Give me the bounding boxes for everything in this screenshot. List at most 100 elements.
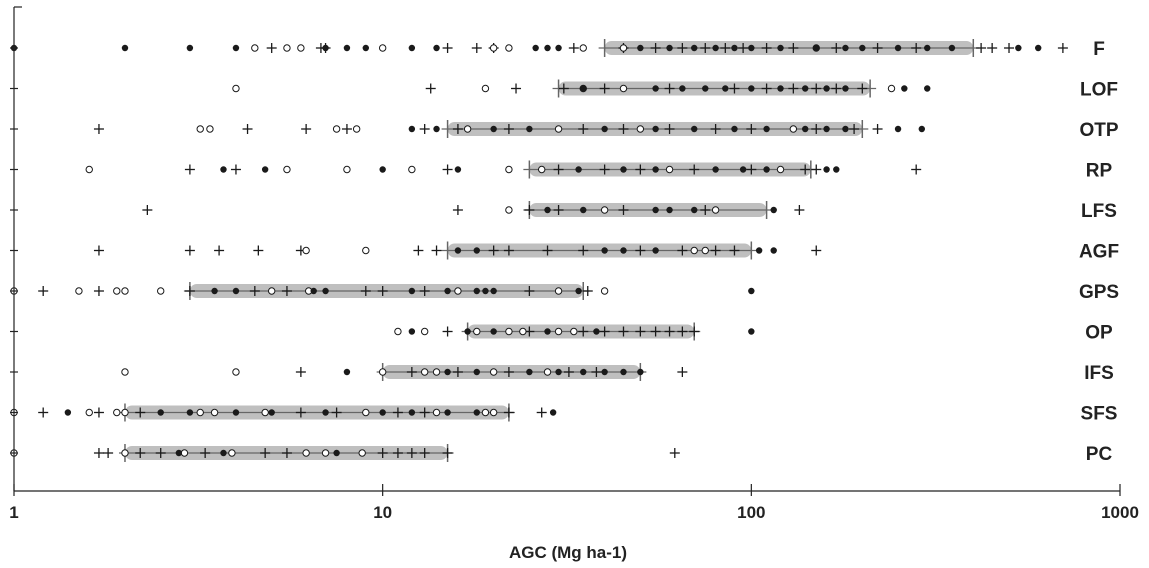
open-point (711, 206, 720, 214)
filled-point (211, 287, 218, 295)
filled-point (532, 44, 539, 52)
open-point (180, 449, 189, 457)
open-point (619, 44, 628, 52)
open-point (789, 125, 798, 133)
filled-point (408, 287, 416, 295)
filled-point (575, 287, 582, 295)
filled-point (924, 44, 931, 52)
filled-point (268, 409, 275, 416)
open-point (113, 287, 121, 295)
filled-point (813, 44, 820, 52)
open-point (505, 165, 513, 174)
x-tick-label: 100 (737, 503, 765, 522)
filled-point (544, 206, 551, 214)
open-point (196, 408, 204, 417)
filled-point (802, 85, 809, 92)
open-point (665, 165, 674, 174)
filled-point (555, 368, 562, 376)
filled-point (64, 409, 72, 416)
open-point (701, 246, 709, 255)
filled-point (802, 125, 809, 133)
filled-point (712, 166, 719, 173)
filled-point (310, 287, 317, 295)
filled-point (408, 409, 416, 416)
filled-point (464, 328, 471, 335)
filled-point (580, 206, 587, 214)
filled-point (731, 44, 738, 52)
filled-point (408, 328, 416, 335)
open-point (343, 165, 351, 174)
open-point (519, 327, 527, 336)
filled-point (666, 44, 673, 52)
filled-point (601, 247, 608, 254)
filled-point (454, 247, 462, 254)
filled-point (433, 125, 440, 133)
category-label: PC (1086, 444, 1113, 465)
open-point (121, 408, 129, 417)
open-point (283, 44, 291, 52)
open-point (489, 408, 498, 417)
filled-point (232, 409, 240, 416)
open-point (554, 327, 563, 336)
open-point (505, 327, 513, 336)
open-point (570, 327, 578, 336)
filled-point (473, 368, 480, 376)
open-point (420, 327, 429, 336)
open-point (408, 165, 416, 174)
filled-point (549, 409, 557, 416)
filled-point (691, 125, 698, 133)
filled-point (691, 206, 698, 214)
filled-point (924, 85, 931, 92)
filled-point (842, 44, 849, 52)
filled-point (652, 166, 659, 173)
open-point (420, 368, 429, 376)
open-point (505, 44, 513, 52)
category-label: RP (1086, 161, 1113, 182)
open-point (378, 368, 387, 376)
filled-point (175, 449, 183, 457)
filled-point (833, 166, 840, 173)
filled-point (748, 328, 755, 335)
filled-point (186, 44, 194, 52)
filled-point (739, 166, 747, 173)
filled-point (555, 44, 562, 52)
filled-point (444, 368, 451, 376)
open-point (267, 287, 276, 295)
filled-point (580, 368, 587, 376)
filled-point (526, 125, 533, 133)
filled-point (580, 85, 587, 92)
filled-point (444, 287, 451, 295)
filled-point (544, 44, 551, 52)
filled-point (823, 166, 830, 173)
filled-point (763, 125, 770, 133)
open-point (690, 246, 698, 255)
filled-point (679, 85, 686, 92)
filled-point (575, 166, 582, 173)
open-point (378, 44, 387, 52)
filled-point (220, 166, 227, 173)
filled-point (379, 166, 386, 173)
filled-point (220, 449, 227, 457)
filled-point (157, 409, 164, 416)
filled-point (763, 166, 770, 173)
filled-point (894, 44, 902, 52)
filled-point (601, 368, 608, 376)
open-point (332, 125, 341, 133)
x-axis-title: AGC (Mg ha-1) (509, 543, 627, 562)
filled-point (593, 328, 600, 335)
open-point (554, 125, 563, 133)
filled-point (232, 287, 240, 295)
filled-point (652, 247, 659, 254)
x-tick-label: 10 (373, 503, 392, 522)
category-label: LFS (1081, 201, 1117, 222)
filled-point (473, 409, 480, 416)
open-point (113, 408, 121, 417)
filled-point (748, 44, 755, 52)
open-point (75, 287, 83, 295)
labels: 1 10 100 1000 F LOF OTP RP LFS AGF GPS OP IFS SFS PC (9, 39, 1139, 522)
filled-point (333, 449, 340, 457)
x-tick-label: 1 (9, 503, 18, 522)
open-point (579, 44, 587, 52)
open-point (121, 287, 129, 295)
